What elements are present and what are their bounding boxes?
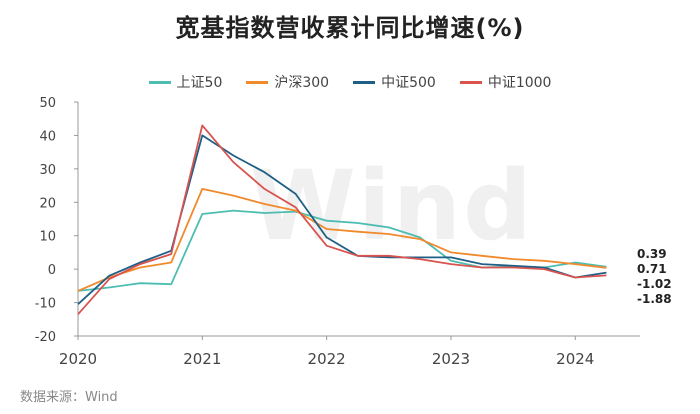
end-value-label: 0.39: [637, 247, 667, 261]
legend-label: 上证50: [176, 75, 223, 91]
y-tick-label: 0: [48, 263, 56, 278]
chart-title: 宽基指数营收累计同比增速(%): [175, 14, 525, 42]
legend-item: 上证50: [148, 72, 223, 92]
legend-label: 中证1000: [487, 75, 552, 91]
x-tick-label: 2023: [432, 350, 470, 368]
x-tick-label: 2021: [183, 350, 221, 368]
y-tick-label: 30: [39, 163, 56, 178]
end-value-label: 0.71: [637, 262, 667, 276]
series-line-2: [77, 187, 607, 292]
x-tick-label: 2024: [556, 350, 594, 368]
y-tick-label: 20: [39, 196, 56, 211]
end-value-label: -1.88: [637, 292, 672, 306]
chart-legend: 上证50 沪深300 中证500 中证1000: [0, 72, 700, 92]
legend-item: 沪深300: [246, 72, 329, 92]
legend-swatch: [246, 80, 269, 84]
y-tick-label: 40: [39, 129, 56, 144]
y-tick-label: -20: [35, 330, 56, 345]
x-tick-label: 2020: [59, 350, 97, 368]
x-tick-label: 2022: [308, 350, 346, 368]
legend-item: 中证1000: [459, 72, 552, 92]
data-source: 数据来源：Wind: [20, 390, 118, 405]
legend-swatch: [353, 80, 376, 84]
legend-swatch: [148, 80, 171, 84]
y-tick-label: 10: [39, 230, 56, 245]
wind-watermark: Wind: [250, 150, 534, 262]
series-line-4: [77, 124, 607, 315]
end-value-label: -1.02: [637, 277, 672, 291]
y-tick-label: 50: [39, 96, 56, 111]
legend-label: 中证500: [381, 75, 436, 91]
series-line-3: [77, 134, 607, 305]
legend-item: 中证500: [353, 72, 436, 92]
legend-label: 沪深300: [274, 75, 330, 91]
legend-swatch: [459, 80, 482, 84]
y-tick-label: -10: [35, 297, 56, 312]
